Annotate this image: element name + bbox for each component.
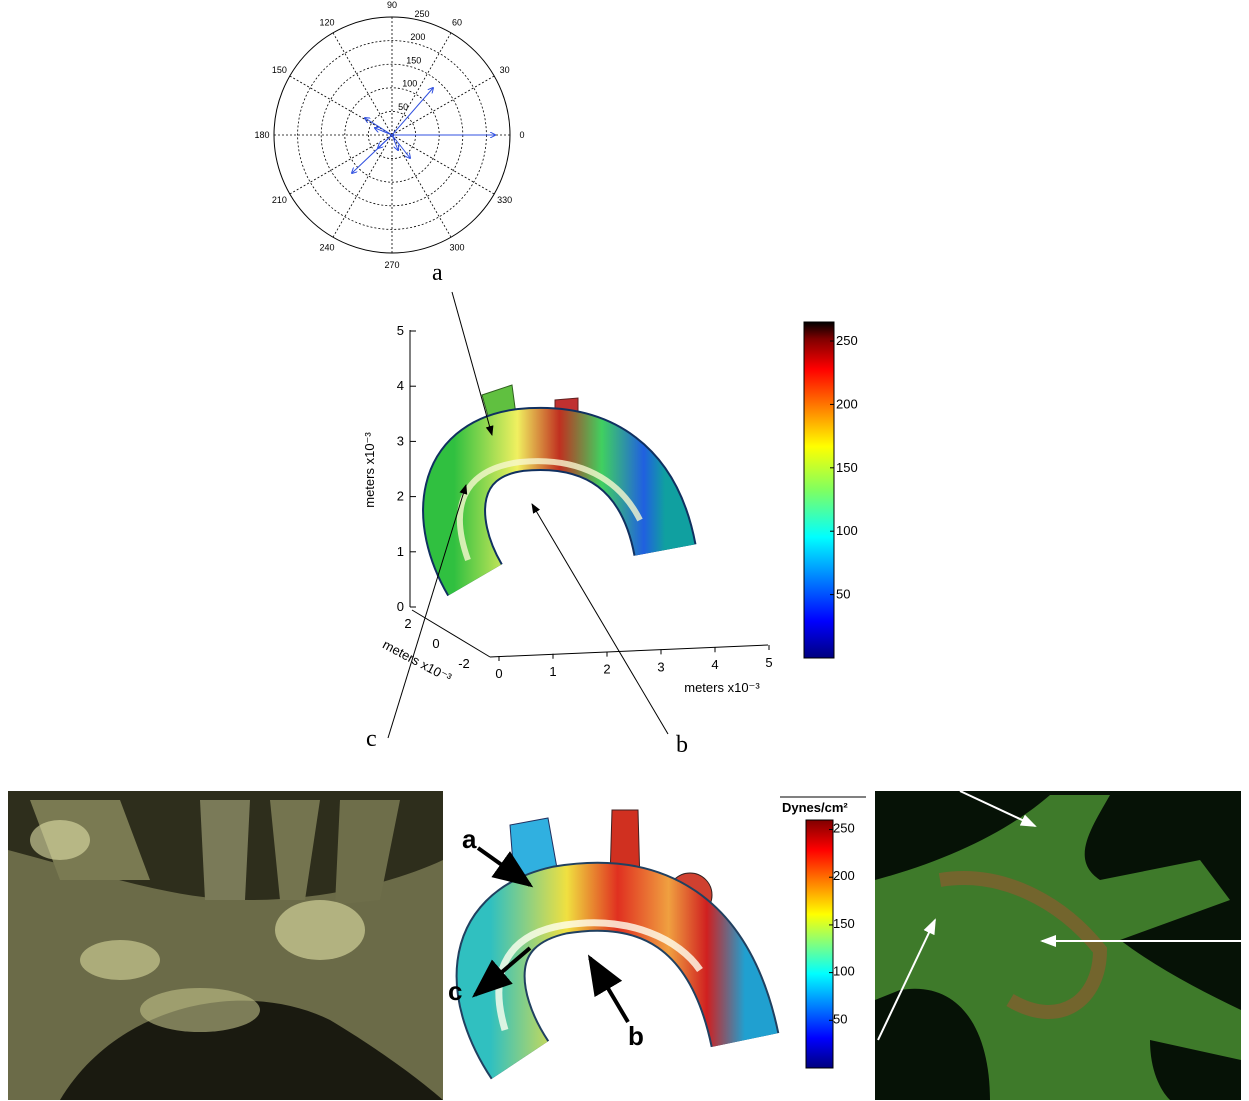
colorbar	[804, 322, 834, 658]
compass-arrow	[392, 135, 398, 150]
angle-label: 330	[497, 195, 512, 205]
y-axis	[412, 610, 490, 657]
colorbar-label: 150	[836, 460, 858, 475]
z-tick-label: 2	[397, 489, 404, 504]
label-c: c	[448, 976, 462, 1006]
radial-label: 250	[414, 9, 429, 19]
radial-label: 100	[402, 79, 417, 89]
label-c: c	[366, 726, 377, 752]
compass-arrow	[375, 128, 392, 135]
colorbar-label: 250	[836, 333, 858, 348]
figure: 5010015020025003060901201501802102402703…	[0, 0, 1249, 1101]
angle-label: 240	[319, 243, 334, 253]
page: {"polar": {"angle_labels": [0, 30, 60, 9…	[0, 0, 1249, 1101]
colorbar-title: Dynes/cm²	[782, 800, 848, 815]
z-tick-label: 3	[397, 433, 404, 448]
angle-label: 210	[272, 195, 287, 205]
z-axis-label: meters x10⁻³	[362, 432, 377, 508]
angle-label: 150	[272, 65, 287, 75]
colorbar-label: 200	[836, 396, 858, 411]
x-tick-label: 3	[657, 659, 664, 674]
radial-label: 150	[406, 55, 421, 65]
colorbar-label: 100	[836, 523, 858, 538]
compass-arrow	[392, 135, 410, 158]
x-tick-label: 0	[495, 666, 502, 681]
angle-label: 270	[384, 260, 399, 270]
polar-spoke	[290, 135, 392, 194]
arrow-a	[452, 292, 492, 435]
colorbar-label: 50	[836, 587, 850, 602]
y-tick-label: 0	[432, 636, 439, 651]
angle-label: 60	[452, 17, 462, 27]
colorbar-label: 200	[833, 868, 855, 883]
label-b: b	[628, 1021, 644, 1051]
angle-label: 300	[449, 243, 464, 253]
aorta-surface-2	[491, 810, 745, 1060]
angle-label: 90	[387, 0, 397, 10]
angle-label: 30	[500, 65, 510, 75]
colorbar-label: 150	[833, 916, 855, 931]
colorbar-label: 250	[833, 821, 855, 836]
angle-label: 120	[319, 17, 334, 27]
z-tick-label: 1	[397, 544, 404, 559]
x-tick-label: 5	[765, 655, 772, 670]
x-tick-label: 4	[711, 657, 718, 672]
label-a: a	[432, 260, 443, 286]
colorbar-label: 100	[833, 964, 855, 979]
polar-spoke	[333, 33, 392, 135]
polar-spoke	[392, 135, 451, 237]
colorbar-2	[806, 820, 833, 1068]
z-tick-label: 0	[397, 599, 404, 614]
z-tick-label: 5	[397, 323, 404, 338]
arrow-b	[590, 958, 628, 1022]
x-axis	[490, 645, 768, 657]
y-tick-label: -2	[458, 656, 470, 671]
polar-spoke	[290, 76, 392, 135]
label-b: b	[676, 732, 688, 758]
photo-right	[875, 791, 1241, 1100]
photo-left	[8, 791, 443, 1100]
angle-label: 180	[254, 130, 269, 140]
polar-spoke	[333, 135, 392, 237]
colorbar-label: 50	[833, 1011, 847, 1026]
y-tick-label: 2	[404, 616, 411, 631]
polar-spoke	[392, 135, 494, 194]
x-axis-label: meters x10⁻³	[684, 680, 760, 695]
x-tick-label: 1	[549, 664, 556, 679]
compass-arrow	[365, 118, 392, 135]
polar-spoke	[392, 33, 451, 135]
label-a: a	[462, 824, 477, 854]
radial-label: 200	[410, 32, 425, 42]
angle-label: 0	[519, 130, 524, 140]
x-tick-label: 2	[603, 662, 610, 677]
polar-plot: 5010015020025003060901201501802102402703…	[254, 0, 524, 270]
z-tick-label: 4	[397, 378, 404, 393]
